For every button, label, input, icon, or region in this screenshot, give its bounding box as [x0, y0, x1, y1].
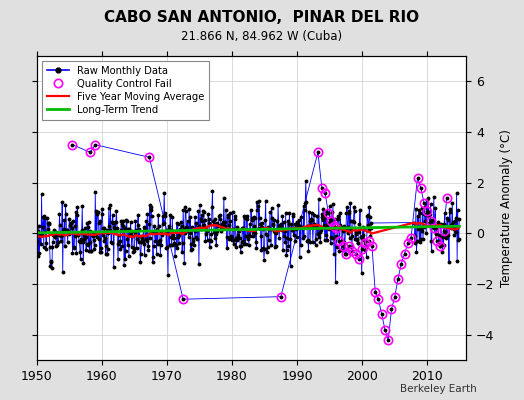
Y-axis label: Temperature Anomaly (°C): Temperature Anomaly (°C)	[500, 129, 513, 287]
Text: 21.866 N, 84.962 W (Cuba): 21.866 N, 84.962 W (Cuba)	[181, 30, 343, 43]
Text: CABO SAN ANTONIO,  PINAR DEL RIO: CABO SAN ANTONIO, PINAR DEL RIO	[104, 10, 420, 25]
Legend: Raw Monthly Data, Quality Control Fail, Five Year Moving Average, Long-Term Tren: Raw Monthly Data, Quality Control Fail, …	[42, 61, 209, 120]
Text: Berkeley Earth: Berkeley Earth	[400, 384, 477, 394]
